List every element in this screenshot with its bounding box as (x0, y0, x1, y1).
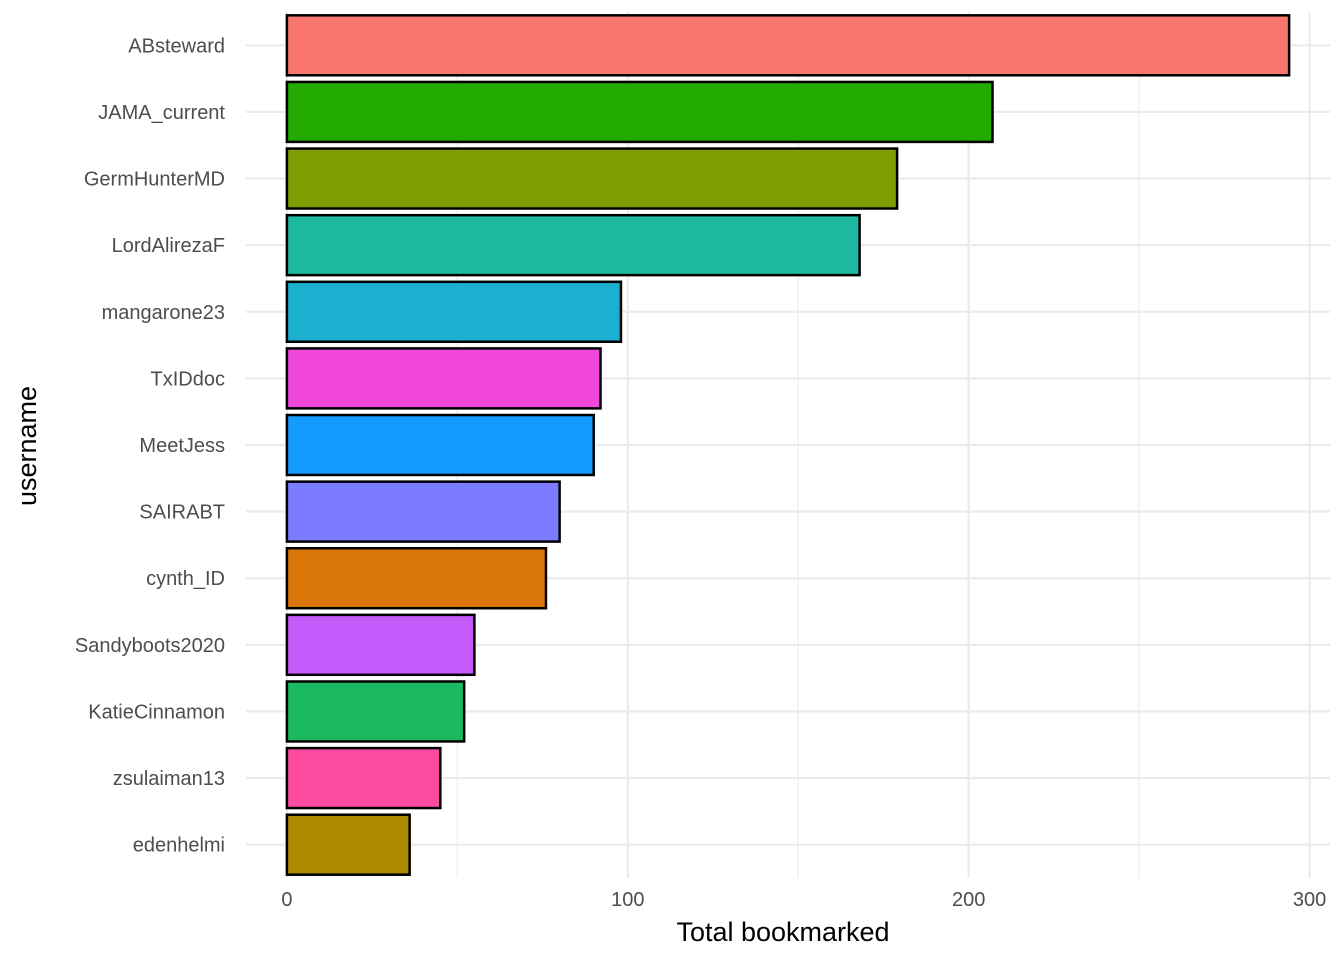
x-tick-label: 100 (611, 889, 644, 911)
y-tick-label: mangarone23 (102, 302, 225, 324)
y-tick-label: JAMA_current (98, 102, 225, 124)
bar (285, 413, 595, 477)
x-axis-title: Total bookmarked (676, 917, 889, 947)
bar (285, 680, 466, 743)
y-tick-label: MeetJess (139, 435, 225, 457)
bar (285, 480, 561, 543)
y-axis-title: username (12, 386, 42, 506)
bar (285, 14, 1291, 77)
bar (285, 347, 602, 410)
bar (285, 613, 476, 677)
bar (285, 746, 442, 810)
bar (285, 213, 861, 277)
y-tick-label: edenhelmi (133, 835, 225, 857)
y-tick-label: GermHunterMD (84, 169, 225, 191)
bar (285, 813, 411, 876)
x-tick-label: 0 (281, 889, 292, 911)
y-tick-label: LordAlirezaF (112, 235, 225, 257)
bars-layer (285, 14, 1291, 876)
x-tick-labels: 0 100 200 300 (281, 889, 1326, 911)
y-tick-label: Sandyboots2020 (75, 635, 225, 657)
y-tick-label: KatieCinnamon (88, 701, 225, 723)
y-tick-label: TxIDdoc (151, 368, 225, 390)
y-tick-label: ABsteward (128, 35, 225, 57)
x-tick-label: 200 (952, 889, 985, 911)
y-tick-labels: ABsteward JAMA_current GermHunterMD LordAli… (75, 35, 226, 856)
y-tick-label: cynth_ID (146, 568, 225, 590)
x-tick-label: 300 (1293, 889, 1326, 911)
bar (285, 80, 994, 144)
y-tick-label: zsulaiman13 (113, 768, 225, 790)
bar (285, 547, 548, 610)
bar (285, 147, 899, 210)
bar (285, 280, 623, 343)
y-tick-label: SAIRABT (139, 502, 225, 524)
